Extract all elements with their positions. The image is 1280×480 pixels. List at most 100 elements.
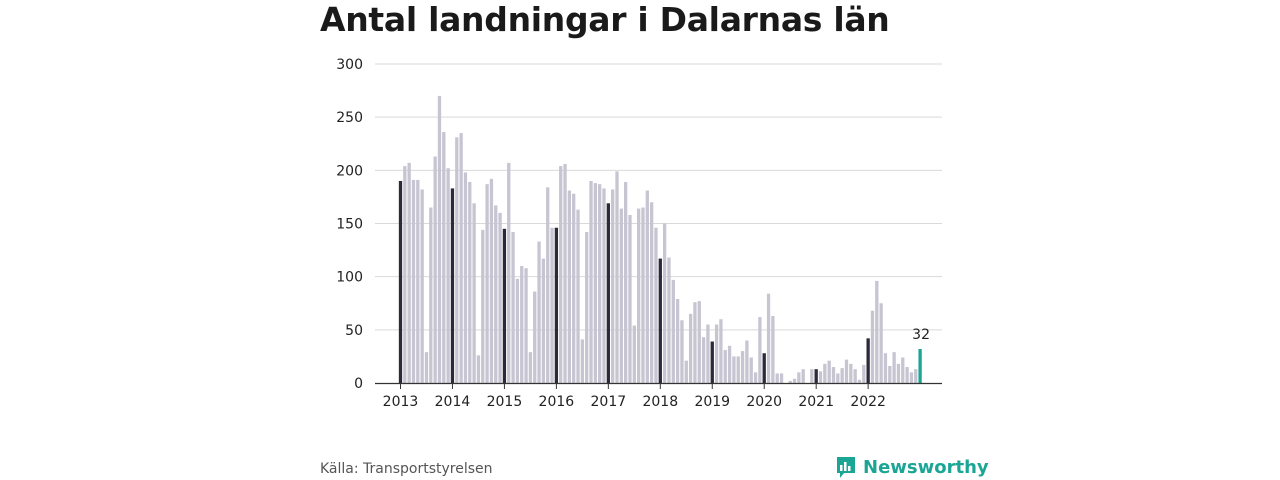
- x-tick-label: 2013: [383, 394, 419, 410]
- x-tick-label: 2018: [642, 394, 678, 410]
- bar: [766, 293, 771, 383]
- bar: [732, 356, 736, 383]
- bar: [693, 302, 697, 383]
- bar: [472, 203, 476, 383]
- bar: [723, 350, 727, 383]
- bar: [585, 232, 589, 383]
- bar: [680, 320, 684, 383]
- bar: [546, 187, 550, 383]
- bar: [602, 188, 606, 383]
- bar-january: [398, 180, 403, 383]
- bar: [459, 133, 463, 383]
- bar: [775, 373, 779, 383]
- bar: [541, 258, 546, 383]
- bar: [671, 279, 675, 383]
- bar: [528, 352, 533, 383]
- source-note: Källa: Transportstyrelsen: [320, 461, 493, 477]
- bar: [524, 268, 528, 383]
- bar: [511, 232, 515, 383]
- bar: [407, 162, 411, 383]
- bar: [801, 369, 805, 383]
- bar: [901, 357, 905, 383]
- bar: [593, 183, 597, 383]
- bar: [424, 352, 429, 383]
- bar: [905, 367, 909, 383]
- bar: [701, 337, 706, 383]
- bar: [619, 208, 623, 383]
- bar: [870, 310, 875, 383]
- bar: [463, 172, 468, 383]
- brand-logo: Newsworthy: [835, 455, 989, 479]
- bar: [827, 360, 831, 383]
- bar: [667, 257, 671, 383]
- x-tick-label: 2021: [798, 394, 834, 410]
- y-tick-label: 100: [336, 270, 363, 286]
- bar: [420, 189, 424, 383]
- bar: [697, 301, 701, 383]
- bar: [611, 189, 615, 383]
- bar: [442, 132, 446, 383]
- bar: [914, 369, 918, 383]
- bar: [433, 156, 437, 383]
- bar: [589, 180, 593, 383]
- bar-chart: 0 50 100 150 200 250 300 2013 2014 2015 2016 2017 20…: [336, 57, 942, 410]
- bar: [892, 352, 896, 383]
- bar: [879, 303, 883, 383]
- bar: [429, 207, 433, 383]
- x-tick-label: 2016: [539, 394, 575, 410]
- bar: [818, 371, 823, 383]
- y-tick-label: 150: [336, 217, 363, 233]
- bar: [567, 190, 572, 383]
- bar: [403, 166, 407, 383]
- bar: [797, 372, 801, 383]
- y-tick-label: 0: [354, 376, 363, 392]
- bar: [537, 241, 541, 383]
- bar: [749, 357, 753, 383]
- bar: [550, 227, 554, 383]
- bar: [857, 379, 862, 383]
- bar: [559, 166, 563, 383]
- bar: [654, 227, 658, 383]
- y-tick-label: 50: [345, 323, 363, 339]
- bar: [489, 178, 494, 383]
- bar: [645, 190, 649, 383]
- bar: [628, 214, 632, 383]
- bar: [758, 317, 762, 383]
- x-tick-label: 2019: [694, 394, 730, 410]
- bar: [416, 179, 420, 383]
- bar: [624, 182, 628, 383]
- bar-january: [710, 341, 714, 383]
- bar: [823, 363, 827, 383]
- bar: [572, 193, 576, 383]
- bar: [706, 324, 710, 383]
- bar: [476, 355, 481, 383]
- bar: [498, 212, 502, 383]
- bar-january: [606, 203, 610, 383]
- bar-january: [762, 353, 766, 383]
- bar: [437, 95, 442, 384]
- bar: [481, 229, 485, 383]
- bar-january: [814, 369, 818, 383]
- bar: [792, 378, 797, 383]
- bar-january: [658, 258, 662, 383]
- bar: [788, 380, 792, 383]
- bar: [745, 340, 749, 383]
- bar: [507, 162, 511, 383]
- bar: [455, 137, 459, 383]
- bar: [520, 266, 524, 383]
- bar-chart-speech-icon: [837, 457, 855, 478]
- bar: [862, 364, 866, 383]
- x-tick-label: 2014: [435, 394, 471, 410]
- x-tick-label: 2017: [591, 394, 627, 410]
- bar: [576, 209, 580, 383]
- bar: [719, 319, 723, 383]
- bar: [641, 207, 645, 383]
- bar: [736, 356, 740, 383]
- y-tick-label: 250: [336, 110, 363, 126]
- bar: [649, 202, 654, 383]
- bar: [727, 345, 732, 383]
- bar: [753, 372, 758, 383]
- bar: [875, 280, 879, 383]
- bar: [844, 359, 849, 383]
- bar: [515, 278, 520, 383]
